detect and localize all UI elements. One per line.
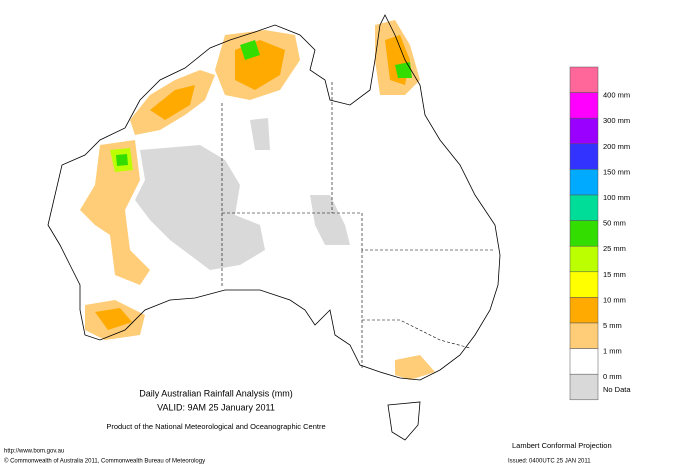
legend-label: 400 mm: [603, 91, 630, 100]
legend-label: 25 mm: [603, 244, 626, 253]
legend-swatch: [569, 322, 599, 349]
legend-label: 15 mm: [603, 270, 626, 279]
legend-swatch: [569, 117, 599, 145]
legend: 400 mm 300 mm 200 mm 150 mm 100 mm 50 mm 25 mm…: [569, 66, 631, 401]
legend-swatch: [569, 169, 599, 196]
legend-label: No Data: [603, 385, 631, 394]
legend-label: 100 mm: [603, 193, 630, 202]
projection: Lambert Conformal Projection: [512, 441, 612, 450]
no-data-areas: [135, 118, 350, 270]
legend-swatch: [569, 245, 599, 273]
legend-label: 50 mm: [603, 219, 626, 228]
legend-swatch: [569, 220, 599, 247]
map-title: Daily Australian Rainfall Analysis (mm): [139, 388, 293, 398]
legend-label: 0 mm: [603, 372, 622, 381]
legend-swatch: [569, 143, 599, 170]
legend-swatch: [569, 92, 599, 119]
legend-swatch: [569, 297, 599, 324]
legend-swatch: [569, 373, 599, 401]
legend-swatch: [569, 66, 599, 93]
coastline: [47, 14, 501, 381]
legend-label: 1 mm: [603, 347, 622, 356]
legend-swatch: [569, 348, 599, 375]
legend-label: 10 mm: [603, 295, 626, 304]
legend-label: 150 mm: [603, 167, 630, 176]
tasmania: [387, 401, 421, 441]
valid-time: VALID: 9AM 25 January 2011: [157, 402, 275, 412]
rainfall-areas: [80, 20, 435, 430]
product-line: Product of the National Meteorological a…: [106, 422, 325, 431]
issued: Issued: 0400UTC 25 JAN 2011: [508, 459, 591, 465]
copyright: © Commonwealth of Australia 2011, Common…: [4, 458, 205, 465]
url: http://www.bom.gov.au: [4, 449, 64, 455]
legend-swatch: [569, 271, 599, 298]
legend-label: 200 mm: [603, 142, 630, 151]
legend-label: 300 mm: [603, 116, 630, 125]
legend-swatch: [569, 194, 599, 221]
state-borders: [221, 82, 495, 368]
legend-label: 5 mm: [603, 321, 622, 330]
